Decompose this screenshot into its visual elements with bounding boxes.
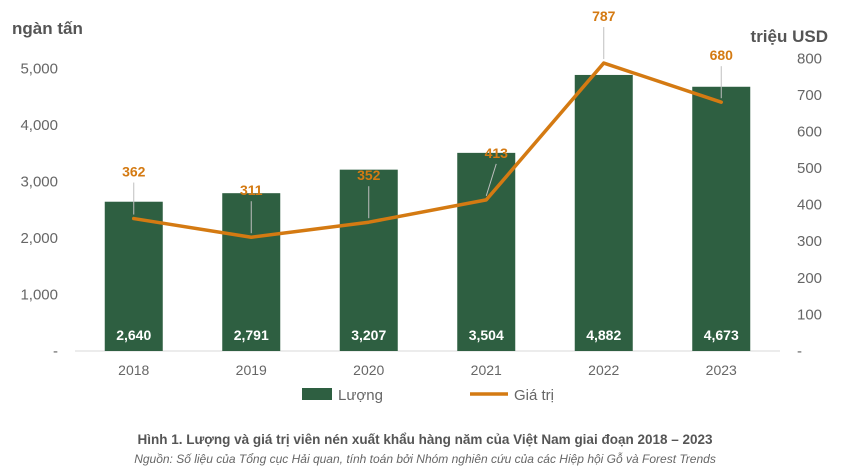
y-left-tick-label: - — [53, 343, 58, 360]
line-series — [132, 61, 723, 239]
bar-value-label: 2,791 — [234, 327, 269, 343]
x-tick-label: 2021 — [471, 362, 502, 378]
leader-line — [485, 163, 497, 197]
y-right-tick-label: 700 — [797, 87, 822, 104]
y-right-tick-label: 200 — [797, 270, 822, 287]
y-right-tick-label: 400 — [797, 197, 822, 214]
bar — [457, 152, 516, 351]
x-tick-label: 2018 — [118, 362, 149, 378]
y-left-tick-label: 1,000 — [20, 286, 58, 303]
bar-value-label: 3,504 — [469, 327, 504, 343]
y-right-tick-label: 800 — [797, 50, 822, 67]
legend-label-line: Giá trị — [514, 387, 554, 404]
bar-value-label: 4,882 — [586, 327, 621, 343]
line-value-label: 680 — [710, 47, 734, 63]
line-value-label: 352 — [357, 167, 381, 183]
x-tick-label: 2019 — [236, 362, 267, 378]
bar — [574, 74, 633, 351]
figure-source: Nguồn: Số liệu của Tổng cục Hải quan, tí… — [134, 452, 716, 466]
bar — [104, 201, 163, 351]
bar-value-label: 3,207 — [351, 327, 386, 343]
line-value-label: 362 — [122, 164, 146, 180]
line-value-label: 311 — [240, 182, 263, 198]
line-value-label: 787 — [592, 8, 616, 24]
y-right-tick-label: 300 — [797, 233, 822, 250]
figure-caption: Hình 1. Lượng và giá trị viên nén xuất k… — [137, 432, 713, 447]
y-left-tick-label: 4,000 — [20, 117, 58, 134]
y-right-axis-title: triệu USD — [751, 27, 828, 46]
bar — [692, 86, 751, 351]
y-left-tick-label: 3,000 — [20, 173, 58, 190]
legend-label-bar: Lượng — [338, 387, 383, 404]
y-left-axis-title: ngàn tấn — [12, 19, 83, 38]
y-left-tick-label: 2,000 — [20, 230, 58, 247]
x-tick-label: 2022 — [588, 362, 619, 378]
y-right-tick-label: 500 — [797, 160, 822, 177]
y-right-tick-label: 600 — [797, 123, 822, 140]
line-value-label: 413 — [485, 145, 509, 161]
y-left-tick-label: 5,000 — [20, 60, 58, 77]
legend-swatch-bar — [302, 388, 332, 400]
bar-value-label: 4,673 — [704, 327, 739, 343]
bar-value-label: 2,640 — [116, 327, 151, 343]
x-tick-label: 2020 — [353, 362, 384, 378]
y-right-tick-label: - — [797, 343, 802, 360]
x-tick-label: 2023 — [706, 362, 737, 378]
y-right-tick-label: 100 — [797, 306, 822, 323]
